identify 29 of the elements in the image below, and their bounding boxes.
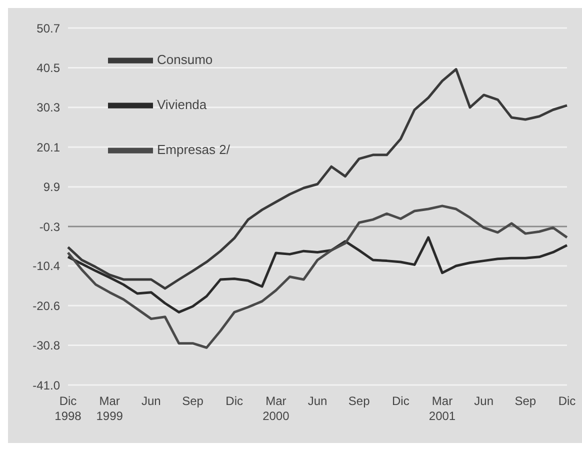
legend-label: Vivienda (157, 96, 207, 112)
x-tick-label: Dic 1998 (54, 394, 82, 423)
y-tick-label: -10.4 (32, 259, 60, 274)
x-tick-label: Dic (226, 394, 244, 408)
line-series (66, 236, 568, 314)
y-tick-label: 50.7 (36, 21, 60, 36)
y-tick-label: 40.5 (36, 60, 60, 75)
line-series (66, 68, 568, 290)
x-tick-label: Mar 2001 (428, 394, 456, 423)
y-tick-label: -0.3 (39, 220, 60, 234)
x-tick-label: Jun (474, 394, 494, 408)
x-tick-label: Dic (392, 394, 410, 408)
x-tick-label: Jun (308, 394, 328, 408)
y-tick-label: 30.3 (36, 100, 60, 115)
y-tick-label: -30.8 (32, 338, 60, 353)
x-tick-label: Dic (558, 394, 576, 408)
y-tick-label: 9.9 (43, 180, 60, 194)
x-tick-label: Sep (348, 394, 370, 408)
y-tick-label: 20.1 (36, 140, 60, 154)
x-tick-label: Mar 1999 (96, 394, 124, 423)
x-tick-label: Sep (182, 394, 204, 408)
x-tick-label: Mar 2000 (262, 394, 290, 423)
legend-label: Consumo (157, 52, 213, 67)
legend-label: Empresas 2/ (157, 142, 230, 157)
x-tick-label: Jun (141, 394, 161, 408)
y-tick-label: -41.0 (32, 378, 60, 392)
line-series (66, 204, 568, 349)
y-tick-label: -20.6 (32, 298, 60, 313)
x-tick-label: Sep (514, 394, 536, 408)
